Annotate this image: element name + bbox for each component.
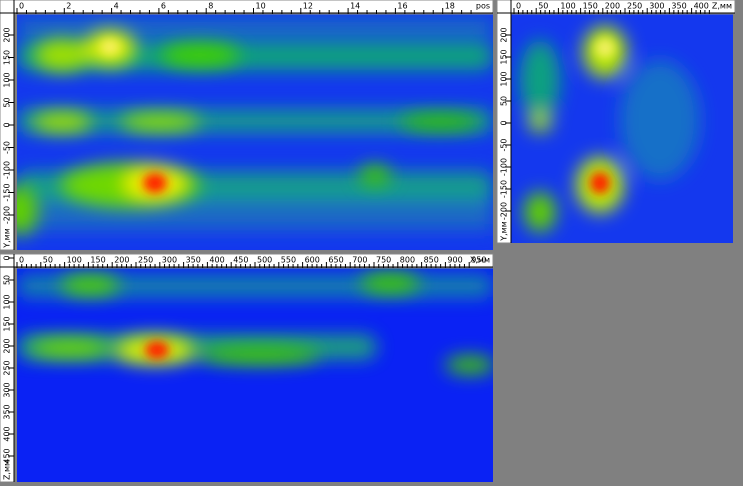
tick-label: 150	[500, 49, 509, 64]
tick-label: 200	[605, 2, 620, 11]
ruler-unit: pos	[476, 2, 490, 11]
tick-label: -150	[500, 180, 509, 198]
heatmap-xz	[17, 268, 495, 482]
tick-label: -200	[3, 206, 12, 224]
tick-label: 350	[186, 256, 201, 265]
tick-label: 250	[627, 2, 642, 11]
tick-label: -100	[3, 161, 12, 179]
tick-label: -50	[500, 138, 509, 151]
ruler-unit: Z,мм	[712, 2, 732, 11]
tick-label: -150	[3, 183, 12, 201]
tick-label: 650	[328, 256, 343, 265]
tick-label: 14	[350, 2, 360, 11]
tick-label: 2	[66, 2, 71, 11]
tick-label: 150	[90, 256, 105, 265]
tick-label: 50	[3, 97, 12, 107]
tick-label: 200	[3, 27, 12, 42]
tick-label: 150	[583, 2, 598, 11]
tick-label: 0	[19, 256, 24, 265]
tick-label: 900	[447, 256, 462, 265]
tick-label: 50	[538, 2, 548, 11]
tick-label: 200	[3, 338, 12, 353]
tick-label: 0	[3, 255, 12, 260]
tick-label: 200	[500, 27, 509, 42]
tick-label: 150	[3, 50, 12, 65]
ruler-unit: X,мм	[470, 256, 490, 265]
tick-label: 0	[516, 2, 521, 11]
tick-label: 100	[3, 72, 12, 87]
tick-label: 50	[3, 275, 12, 285]
tick-label: 400	[694, 2, 709, 11]
tick-label: 12	[303, 2, 313, 11]
ruler-unit: Z,мм	[3, 460, 12, 480]
tick-label: 6	[161, 2, 166, 11]
tick-label: 400	[209, 256, 224, 265]
heatmap-zy	[511, 14, 733, 243]
tick-label: 8	[208, 2, 213, 11]
tick-label: 300	[3, 382, 12, 397]
tick-label: 800	[400, 256, 415, 265]
tick-label: 250	[138, 256, 153, 265]
tick-label: 700	[352, 256, 367, 265]
tick-label: 4	[114, 2, 119, 11]
tick-label: 18	[445, 2, 455, 11]
ruler-unit: Y,мм	[3, 228, 12, 249]
tick-label: 100	[500, 71, 509, 86]
tick-label: 500	[257, 256, 272, 265]
tick-label: 300	[649, 2, 664, 11]
tick-label: 200	[114, 256, 129, 265]
tick-label: 16	[397, 2, 407, 11]
tick-label: 250	[3, 360, 12, 375]
tick-label: 400	[3, 426, 12, 441]
tick-label: 100	[3, 294, 12, 309]
tick-label: 0	[500, 120, 509, 125]
tick-label: 550	[281, 256, 296, 265]
heatmap-xy	[2, 14, 493, 250]
tick-label: 350	[671, 2, 686, 11]
tick-label: 150	[3, 316, 12, 331]
tick-label: 300	[162, 256, 177, 265]
page: 024681012141618pos200150100500-50-100-15…	[0, 0, 743, 482]
tick-label: 10	[256, 2, 266, 11]
tick-label: -100	[500, 158, 509, 176]
tick-label: 100	[67, 256, 82, 265]
tick-label: 450	[233, 256, 248, 265]
tick-label: 0	[19, 2, 24, 11]
tick-label: 0	[3, 122, 12, 127]
tick-label: 600	[305, 256, 320, 265]
tick-label: 750	[376, 256, 391, 265]
tick-label: 50	[43, 256, 53, 265]
ruler-unit: Y,мм	[500, 221, 509, 242]
screen: 024681012141618pos200150100500-50-100-15…	[0, 0, 743, 482]
tick-label: 100	[560, 2, 575, 11]
tick-label: 50	[500, 96, 509, 106]
tick-label: 350	[3, 404, 12, 419]
tick-label: 850	[424, 256, 439, 265]
tick-label: -200	[500, 202, 509, 220]
tick-label: -50	[3, 141, 12, 154]
